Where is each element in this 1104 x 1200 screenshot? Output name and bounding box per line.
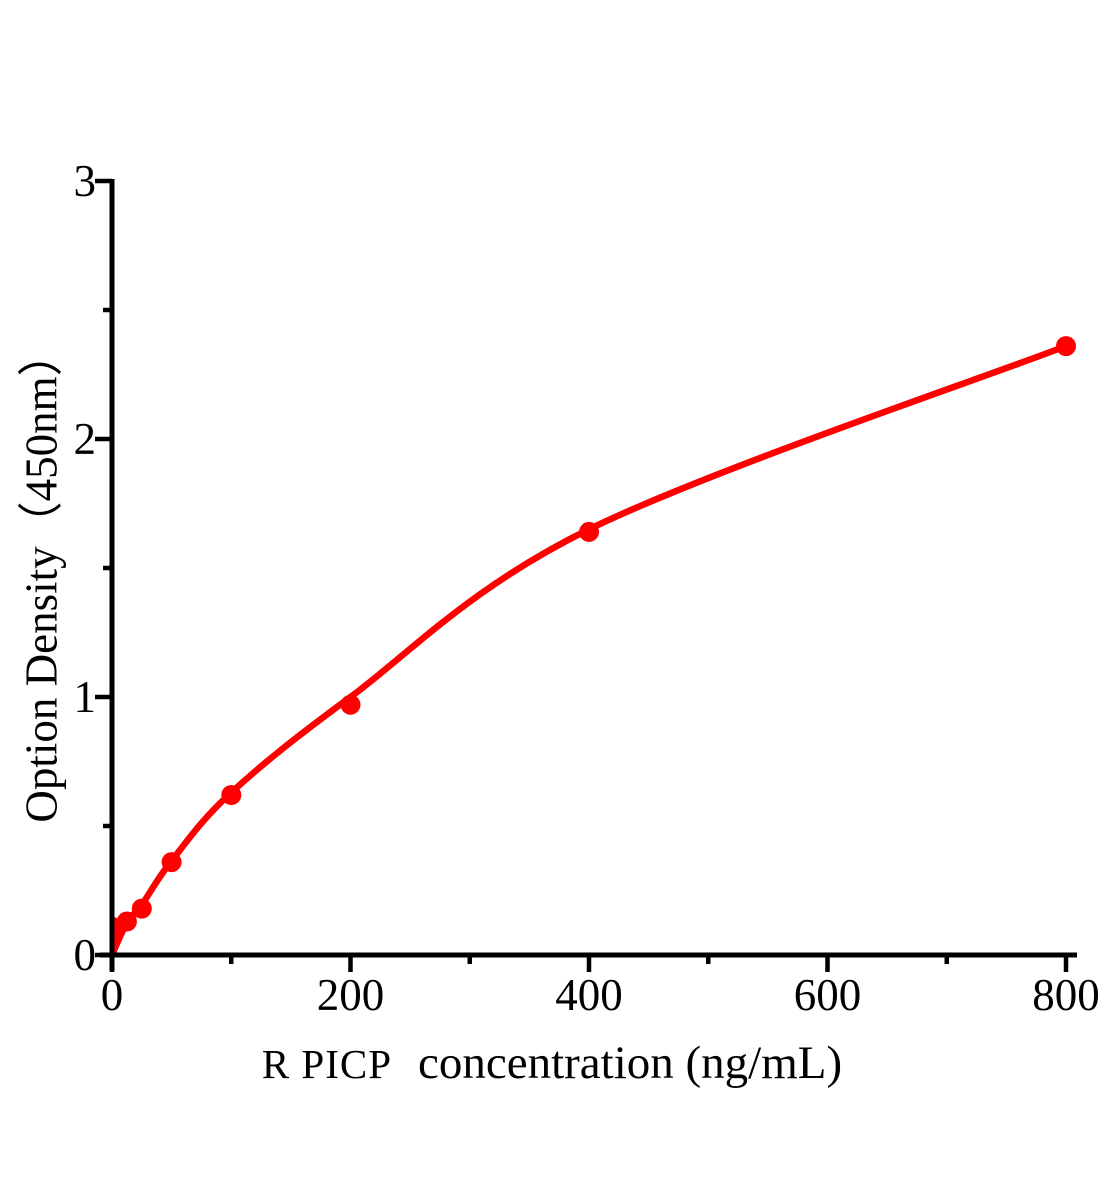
data-point — [161, 852, 182, 873]
y-axis-title: Option Density（450nm） — [16, 331, 67, 823]
data-point — [1056, 336, 1076, 357]
data-point — [131, 898, 152, 919]
data-point — [116, 911, 137, 932]
x-axis-title-prefix: R PICP — [261, 1041, 393, 1087]
x-tick-label: 200 — [317, 970, 385, 1020]
y-tick-label: 0 — [74, 930, 97, 980]
x-axis-title-main: concentration (ng/mL) — [418, 1037, 843, 1089]
data-point — [340, 694, 361, 715]
x-tick-label: 0 — [101, 970, 124, 1020]
y-tick-label: 2 — [74, 414, 97, 464]
x-axis-title: R PICP concentration (ng/mL) — [0, 1036, 1104, 1090]
data-point — [579, 521, 599, 542]
y-tick-label: 3 — [74, 156, 97, 206]
x-tick-label: 800 — [1032, 970, 1100, 1020]
data-point — [221, 785, 242, 805]
y-tick-label: 1 — [74, 672, 97, 722]
x-tick-label: 400 — [555, 970, 623, 1020]
standard-curve-line — [108, 342, 1070, 959]
x-tick-label: 600 — [794, 970, 862, 1020]
